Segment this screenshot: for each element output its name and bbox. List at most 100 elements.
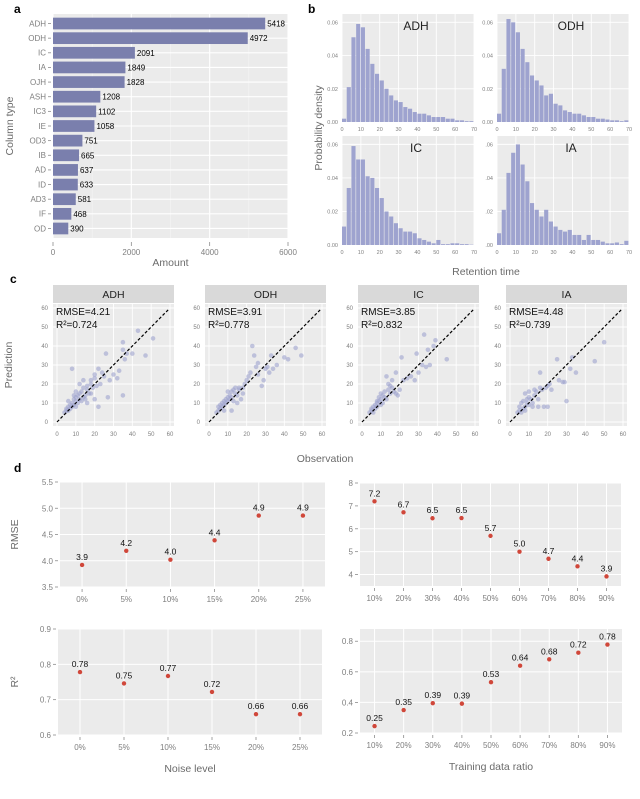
histogram-bin: [403, 231, 408, 245]
y-tick-label: 0.06: [327, 142, 338, 148]
x-tick-label: 5%: [120, 595, 132, 604]
data-point: [433, 338, 438, 343]
histogram-bin: [614, 120, 619, 122]
x-tick-label: 4000: [201, 248, 219, 257]
bar-value-label: 5418: [267, 20, 285, 29]
x-tick-label: 50: [588, 250, 594, 256]
data-point: [88, 377, 94, 383]
x-tick-label: 10: [358, 127, 364, 133]
bar-ODH: [53, 32, 248, 45]
histogram-bin: [360, 27, 365, 123]
data-point: [399, 355, 404, 360]
panel-label-c: c: [10, 272, 17, 286]
bar-value-label: 1849: [127, 63, 145, 72]
histogram-ADH: 0 10 20 30 40 50 60 70 0.00 0.02 0.04 0.06 ADH: [327, 14, 477, 133]
point-chart-d-rmse-noise: 0% 5% 10% 15% 20% 25% 3.5 4.0 4.5 5.0 5.5 3.9 4.2 4.0…: [9, 478, 325, 604]
data-point: [73, 404, 79, 410]
data-point: [248, 370, 253, 375]
x-tick-label: 40%: [454, 741, 470, 750]
y-tick-label: 0.06: [482, 20, 493, 26]
data-label: 0.66: [292, 701, 309, 711]
histogram-bin: [610, 243, 615, 245]
y-tick-label: 5.5: [42, 478, 54, 487]
x-tick-label: 50: [433, 127, 439, 133]
data-point: [238, 396, 244, 402]
data-point: [270, 366, 276, 372]
histogram-bin: [515, 32, 520, 122]
data-point: [300, 513, 306, 518]
y-tick-label: 0: [498, 420, 502, 426]
histogram-bin: [610, 120, 615, 122]
data-point: [519, 410, 524, 415]
bar-ASH: [53, 90, 101, 103]
data-point: [234, 400, 240, 406]
x-tick-label: 40: [281, 432, 288, 438]
y-tick-label: 50: [494, 325, 501, 331]
x-tick-label: 40: [414, 250, 420, 256]
histogram-bin: [412, 112, 417, 122]
x-tick-label: 5%: [118, 743, 130, 752]
data-point: [601, 339, 607, 345]
x-tick-label: 70: [626, 250, 632, 256]
facet-strip: [506, 285, 627, 303]
x-tick-label: 20: [377, 127, 383, 133]
data-point: [229, 408, 234, 413]
x-tick-label: 70%: [540, 594, 556, 603]
y-tick-label: 50: [193, 325, 200, 331]
y-tick-label: 0.02: [327, 87, 338, 93]
x-tick-label: 0: [495, 127, 498, 133]
y-tick-label: 10: [494, 401, 501, 407]
data-label: 4.7: [543, 546, 555, 556]
bar-value-label: 581: [78, 195, 92, 204]
panel-label-d: d: [14, 461, 21, 475]
bar-AD: [53, 164, 78, 176]
data-point: [408, 374, 414, 379]
data-point: [384, 396, 389, 402]
data-point: [266, 370, 272, 375]
x-tick-label: 20: [396, 432, 403, 438]
data-point: [393, 370, 399, 375]
histogram-bin: [511, 22, 516, 122]
data-point: [105, 395, 111, 400]
data-point: [255, 360, 261, 366]
histogram-bin: [520, 48, 525, 123]
data-point: [168, 557, 173, 562]
scatter-IA: IA 0 10 20 30 40 50 60 0 10 20 30 40 50 60 RMSE=4.48 R²=…: [494, 285, 627, 438]
histogram-bin: [577, 234, 582, 245]
data-point: [537, 370, 543, 375]
histogram-bin: [548, 221, 553, 245]
histogram-bin: [558, 229, 563, 245]
data-point: [274, 362, 280, 368]
identity-line: [208, 309, 321, 423]
bar-IB: [53, 149, 80, 162]
y-tick-label: 5.0: [42, 504, 54, 513]
data-point: [384, 374, 389, 379]
histogram-bin: [605, 243, 610, 245]
data-point: [530, 404, 535, 410]
data-label: 0.77: [160, 663, 177, 673]
data-label: 0.39: [425, 690, 442, 700]
y-tick-label: 30: [193, 363, 200, 369]
x-tick-label: 60: [319, 432, 326, 438]
data-point: [246, 374, 251, 379]
histogram-bin: [346, 87, 351, 122]
x-tick-label: 40: [582, 432, 589, 438]
histogram-bin: [389, 216, 394, 245]
y-tick-label: 4: [349, 571, 354, 580]
data-point: [389, 385, 395, 391]
x-tick-label: 40: [414, 127, 420, 133]
x-tick-label: 30: [262, 432, 269, 438]
data-point: [534, 389, 539, 394]
histogram-bin: [389, 95, 394, 122]
data-point: [84, 400, 90, 406]
y-tick-label: 20: [346, 382, 353, 388]
y-tick-label: 60: [494, 306, 501, 312]
x-tick-label: 15%: [207, 595, 223, 604]
histogram-bin: [548, 93, 553, 122]
panel-title: IA: [565, 141, 576, 155]
data-point: [547, 381, 552, 387]
x-tick-label: 30: [396, 250, 402, 256]
data-point: [221, 408, 227, 413]
data-point: [423, 364, 429, 370]
x-tick-label: 20: [532, 250, 538, 256]
